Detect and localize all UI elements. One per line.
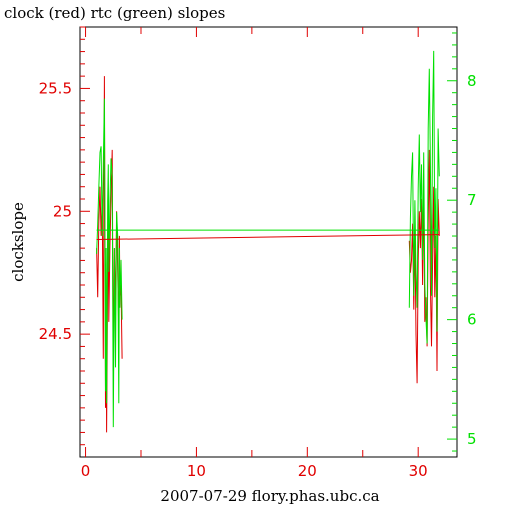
left-tick-label: 25 bbox=[53, 202, 72, 220]
plot-frame bbox=[79, 26, 458, 458]
series-rtc-line bbox=[96, 50, 440, 428]
x-axis: 0 10 20 30 bbox=[81, 27, 428, 480]
chart-title: clock (red) rtc (green) slopes bbox=[4, 4, 225, 22]
plot-border bbox=[79, 26, 458, 458]
right-tick-label: 8 bbox=[467, 72, 477, 90]
left-tick-label: 25.5 bbox=[39, 79, 72, 97]
series-clock-fit-line bbox=[96, 234, 440, 240]
right-tick-label: 7 bbox=[467, 191, 477, 209]
series-layer bbox=[96, 50, 440, 433]
right-tick-label: 5 bbox=[467, 430, 477, 448]
right-y-axis: 5 6 7 8 bbox=[447, 32, 477, 452]
x-tick-label: 20 bbox=[298, 462, 317, 480]
x-tick-label: 10 bbox=[187, 462, 206, 480]
x-tick-label: 30 bbox=[409, 462, 428, 480]
left-y-axis: 24.5 25 25.5 bbox=[39, 26, 90, 446]
x-axis-label: 2007-07-29 flory.phas.ubc.ca bbox=[160, 487, 379, 505]
left-tick-label: 24.5 bbox=[39, 325, 72, 343]
x-tick-label: 0 bbox=[81, 462, 91, 480]
series-clock-line bbox=[96, 76, 440, 433]
y-axis-label: clockslope bbox=[9, 202, 27, 282]
right-tick-label: 6 bbox=[467, 311, 477, 329]
